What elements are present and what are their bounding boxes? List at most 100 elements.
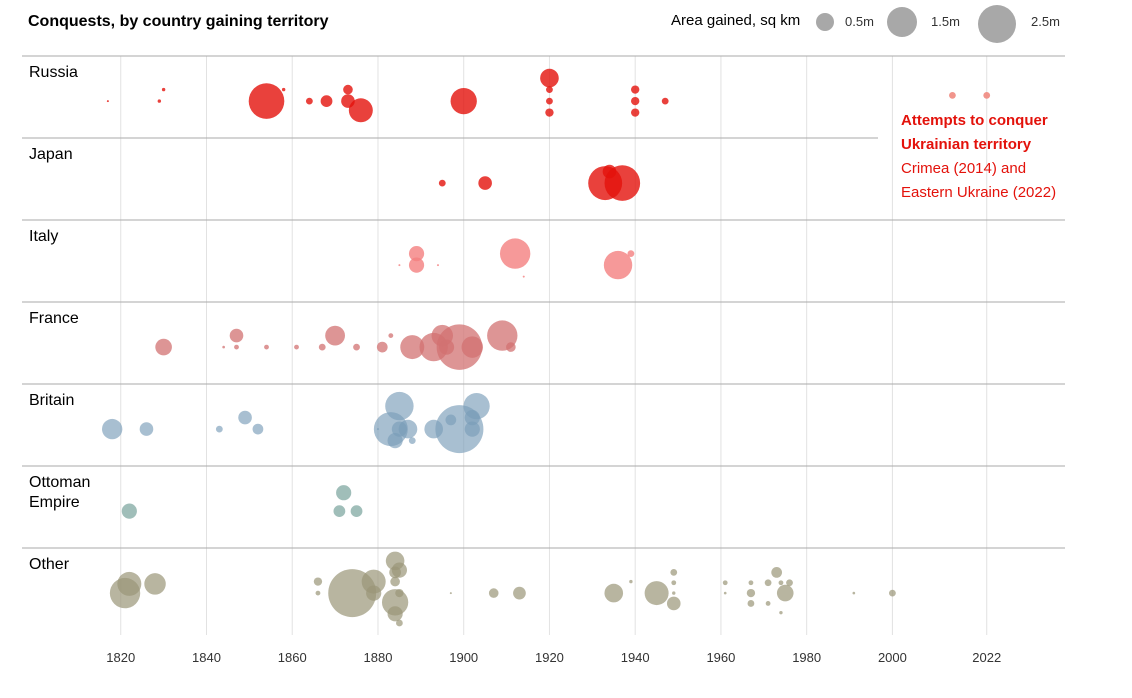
point-other <box>786 579 793 587</box>
point-france <box>264 344 269 350</box>
point-other <box>313 577 323 586</box>
legend-label-small: 0.5m <box>845 14 874 29</box>
point-britain <box>398 419 418 439</box>
point-other <box>776 584 794 602</box>
legend-circle-small <box>816 13 834 31</box>
point-france <box>461 336 484 358</box>
point-italy <box>398 264 401 267</box>
point-britain <box>101 418 123 440</box>
point-other <box>852 591 856 595</box>
point-france <box>353 343 360 351</box>
x-tick-label: 1820 <box>106 650 135 665</box>
point-france <box>376 341 388 353</box>
point-other <box>604 583 624 603</box>
point-other <box>723 591 727 595</box>
point-other <box>746 588 756 598</box>
annotation-bold-line-2: Ukrainian territory <box>901 136 1032 153</box>
point-france <box>325 325 345 346</box>
point-ottoman-empire <box>336 485 352 501</box>
point-other <box>366 585 382 601</box>
point-britain <box>139 422 154 436</box>
point-britain <box>408 437 416 444</box>
legend-title: Area gained, sq km <box>671 12 800 29</box>
point-other <box>889 589 896 597</box>
point-other <box>315 590 321 596</box>
point-other <box>747 600 755 607</box>
point-russia <box>661 97 669 105</box>
x-tick-label: 1940 <box>621 650 650 665</box>
x-tick-label: 1920 <box>535 650 564 665</box>
point-russia <box>248 83 285 119</box>
point-britain <box>387 433 403 449</box>
point-russia <box>540 68 559 88</box>
point-france <box>222 345 225 349</box>
point-other <box>387 606 403 622</box>
point-france <box>388 333 394 338</box>
point-france <box>436 324 483 370</box>
point-other <box>779 610 783 615</box>
point-russia <box>106 100 109 103</box>
annotation-line-4: Eastern Ukraine (2022) <box>901 184 1056 201</box>
point-russia <box>631 85 640 94</box>
point-other <box>396 619 403 627</box>
point-britain <box>252 423 264 435</box>
point-italy <box>436 264 439 267</box>
point-france <box>155 338 172 356</box>
row-label: Japan <box>29 146 73 163</box>
row-separators <box>22 55 1065 549</box>
point-other <box>629 579 633 584</box>
point-other <box>765 601 771 606</box>
row-label: Britain <box>29 392 74 409</box>
point-france <box>400 335 425 360</box>
point-russia-ukraine- <box>983 91 991 99</box>
point-france <box>234 344 239 350</box>
point-italy <box>499 238 531 269</box>
point-other <box>764 579 772 587</box>
point-france <box>294 344 299 350</box>
x-tick-label: 1860 <box>278 650 307 665</box>
point-france <box>318 343 326 351</box>
x-tick-label: 1960 <box>706 650 735 665</box>
point-russia <box>545 108 554 117</box>
point-italy <box>522 275 525 278</box>
point-other <box>778 580 784 586</box>
point-italy <box>408 257 425 273</box>
x-tick-label: 2000 <box>878 650 907 665</box>
point-other <box>144 573 166 595</box>
row-label: Russia <box>29 64 78 81</box>
point-russia <box>631 96 640 106</box>
point-russia <box>343 84 353 95</box>
point-italy <box>627 250 635 257</box>
point-other <box>449 592 452 595</box>
point-russia <box>546 97 553 105</box>
row-label: Empire <box>29 494 80 511</box>
point-italy <box>603 250 633 280</box>
point-other <box>391 562 407 578</box>
point-ottoman-empire <box>121 503 137 519</box>
point-other <box>771 567 783 578</box>
point-japan <box>604 165 641 201</box>
row-label: France <box>29 310 79 327</box>
point-other <box>109 577 141 609</box>
point-ottoman-empire <box>350 505 363 517</box>
point-britain <box>463 392 490 420</box>
chart-title: Conquests, by country gaining territory <box>28 13 329 30</box>
point-other <box>644 581 669 606</box>
point-other <box>671 580 677 586</box>
point-other <box>748 580 754 586</box>
point-russia <box>546 86 553 93</box>
point-britain <box>464 421 480 437</box>
point-other <box>666 596 681 611</box>
point-other <box>361 569 386 594</box>
point-other <box>513 586 526 600</box>
point-russia <box>305 97 313 105</box>
legend-circle-large <box>978 5 1016 43</box>
x-tick-label: 1980 <box>792 650 821 665</box>
row-label: Ottoman <box>29 474 90 491</box>
point-other <box>722 580 728 586</box>
x-tick-label: 1840 <box>192 650 221 665</box>
point-france <box>229 328 244 343</box>
row-labels: Russia Japan Italy France Britain Ottoman Empi… <box>29 64 90 573</box>
data-points <box>101 68 991 627</box>
